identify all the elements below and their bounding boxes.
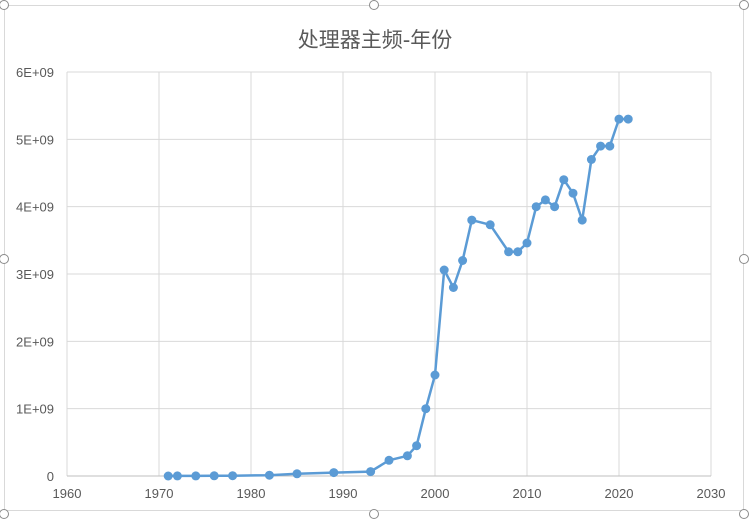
data-point — [531, 202, 541, 212]
data-point — [163, 471, 173, 481]
data-point — [596, 141, 606, 151]
data-point — [264, 470, 274, 480]
series-line — [168, 117, 629, 478]
data-point — [448, 283, 458, 292]
data-point — [172, 471, 182, 481]
data-series — [163, 114, 633, 481]
x-tick-label: 2020 — [605, 486, 634, 501]
x-tick-label: 2030 — [697, 486, 726, 501]
x-tick-label: 1990 — [329, 486, 358, 501]
data-point — [550, 202, 560, 212]
data-point — [366, 467, 376, 477]
data-point — [559, 175, 569, 185]
resize-handle-top-right[interactable] — [739, 0, 749, 10]
data-point — [485, 220, 495, 230]
y-tick-label: 6E+09 — [16, 65, 54, 80]
x-tick-label: 2000 — [421, 486, 450, 501]
data-point — [540, 195, 550, 205]
data-point — [568, 188, 578, 198]
x-tick-label: 1980 — [237, 486, 266, 501]
data-point — [209, 471, 219, 481]
data-point — [623, 114, 633, 124]
resize-handle-middle-right[interactable] — [739, 254, 749, 264]
data-point — [412, 441, 422, 451]
data-point — [605, 141, 615, 151]
data-point — [513, 247, 523, 257]
y-tick-label: 5E+09 — [16, 132, 54, 147]
y-tick-label: 1E+09 — [16, 402, 54, 417]
data-point — [430, 370, 440, 380]
y-tick-label: 2E+09 — [16, 334, 54, 349]
data-point — [504, 247, 514, 257]
resize-handle-bottom-center[interactable] — [369, 509, 379, 519]
data-point — [522, 238, 532, 248]
x-tick-label: 2010 — [513, 486, 542, 501]
data-point — [439, 265, 449, 275]
data-point — [191, 471, 201, 481]
chart-area[interactable]: 处理器主频-年份 1960 1970 1980 1990 2000 2010 2020 203… — [4, 5, 744, 511]
y-tick-label: 4E+09 — [16, 200, 54, 215]
data-point — [384, 455, 394, 465]
resize-handle-middle-left[interactable] — [0, 254, 9, 264]
y-tick-label: 0 — [47, 469, 54, 484]
x-tick-label: 1970 — [145, 486, 174, 501]
chart-plot: 处理器主频-年份 1960 1970 1980 1990 2000 2010 2020 203… — [16, 28, 725, 501]
data-point — [458, 256, 468, 265]
data-point — [421, 404, 431, 414]
y-tick-label: 3E+09 — [16, 267, 54, 282]
data-point — [292, 469, 302, 479]
data-point — [577, 215, 587, 225]
data-point — [586, 155, 596, 164]
axes: 1960 1970 1980 1990 2000 2010 2020 2030 0 1E+09 2E… — [16, 65, 725, 501]
data-point — [329, 468, 339, 478]
chart-title: 处理器主频-年份 — [298, 28, 453, 52]
resize-handle-top-left[interactable] — [0, 0, 9, 10]
resize-handle-bottom-right[interactable] — [739, 509, 749, 519]
data-point — [402, 451, 412, 461]
data-point — [614, 114, 624, 124]
resize-handle-top-center[interactable] — [369, 0, 379, 10]
data-point — [467, 215, 477, 225]
gridlines — [66, 71, 712, 477]
resize-handle-bottom-left[interactable] — [0, 509, 9, 519]
x-tick-label: 1960 — [53, 486, 82, 501]
data-point — [228, 471, 238, 481]
